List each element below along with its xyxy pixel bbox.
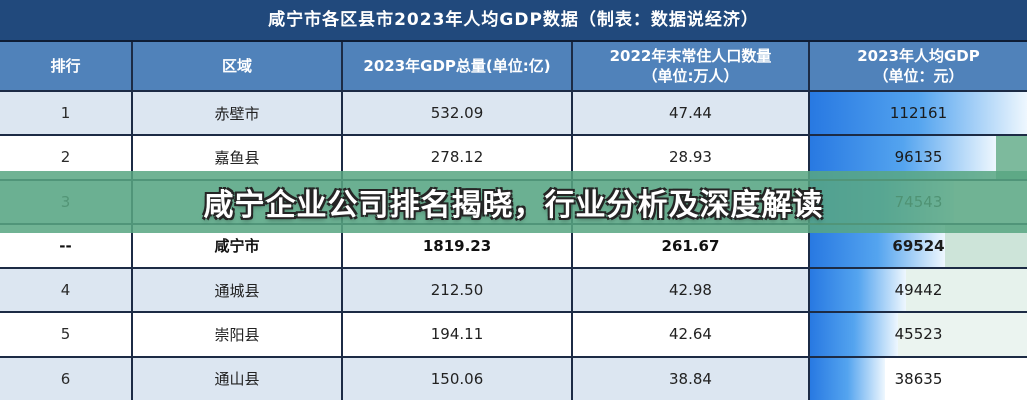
per-capita-cell: 49442 — [810, 269, 1027, 312]
data-bar — [810, 357, 885, 400]
per-capita-value: 49442 — [894, 281, 943, 300]
region-cell: 通城县 — [133, 269, 343, 312]
data-bar — [810, 269, 906, 312]
rank-cell: 4 — [0, 269, 133, 312]
per-capita-value: 96135 — [894, 148, 943, 167]
column-header-rank: 排行 — [0, 42, 133, 90]
population-cell: 42.64 — [573, 313, 810, 356]
data-bar-tail — [905, 269, 1027, 312]
per-capita-value: 38635 — [894, 369, 943, 388]
table-row: 1 赤壁市 532.09 47.44 112161 — [0, 90, 1027, 135]
table-body: 1 赤壁市 532.09 47.44 112161 2 嘉鱼县 278.12 28.93 9613… — [0, 90, 1027, 400]
per-capita-cell: 112161 — [810, 92, 1027, 135]
data-bar-tail — [898, 313, 1027, 356]
column-header-population: 2022年末常住人口数量 （单位:万人） — [573, 42, 810, 90]
per-capita-cell: 45523 — [810, 313, 1027, 356]
column-header-gdp: 2023年GDP总量(单位:亿) — [343, 42, 573, 90]
gdp-cell: 194.11 — [343, 313, 573, 356]
region-cell: 赤壁市 — [133, 92, 343, 135]
population-cell: 47.44 — [573, 92, 810, 135]
column-header-per-capita: 2023年人均GDP （单位：元） — [857, 46, 980, 85]
per-capita-value: 45523 — [894, 325, 943, 344]
rank-cell: 5 — [0, 313, 133, 356]
per-capita-cell: 38635 — [810, 357, 1027, 400]
table-row: 4 通城县 212.50 42.98 49442 — [0, 267, 1027, 312]
region-cell: 崇阳县 — [133, 313, 343, 356]
per-capita-value: 69524 — [892, 236, 945, 255]
data-bar — [810, 313, 899, 356]
table-row: 6 通山县 150.06 38.84 38635 — [0, 355, 1027, 400]
gdp-cell: 212.50 — [343, 269, 573, 312]
region-cell: 通山县 — [133, 357, 343, 400]
column-header-region: 区域 — [133, 42, 343, 90]
per-capita-value: 112161 — [889, 104, 948, 123]
table-header-row: 排行 区域 2023年GDP总量(单位:亿) 2022年末常住人口数量 （单位:万人） 2… — [0, 42, 1027, 90]
headline-overlay-banner: 咸宁企业公司排名揭晓，行业分析及深度解读 — [0, 171, 1027, 233]
table-row: 5 崇阳县 194.11 42.64 45523 — [0, 311, 1027, 356]
data-bar — [810, 92, 1027, 135]
population-cell: 38.84 — [573, 357, 810, 400]
population-cell: 42.98 — [573, 269, 810, 312]
rank-cell: 6 — [0, 357, 133, 400]
headline-text: 咸宁企业公司排名揭晓，行业分析及深度解读 — [203, 188, 824, 223]
rank-cell: 1 — [0, 92, 133, 135]
gdp-cell: 532.09 — [343, 92, 573, 135]
gdp-cell: 150.06 — [343, 357, 573, 400]
table-title: 咸宁市各区县市2023年人均GDP数据（制表：数据说经济） — [0, 0, 1027, 42]
